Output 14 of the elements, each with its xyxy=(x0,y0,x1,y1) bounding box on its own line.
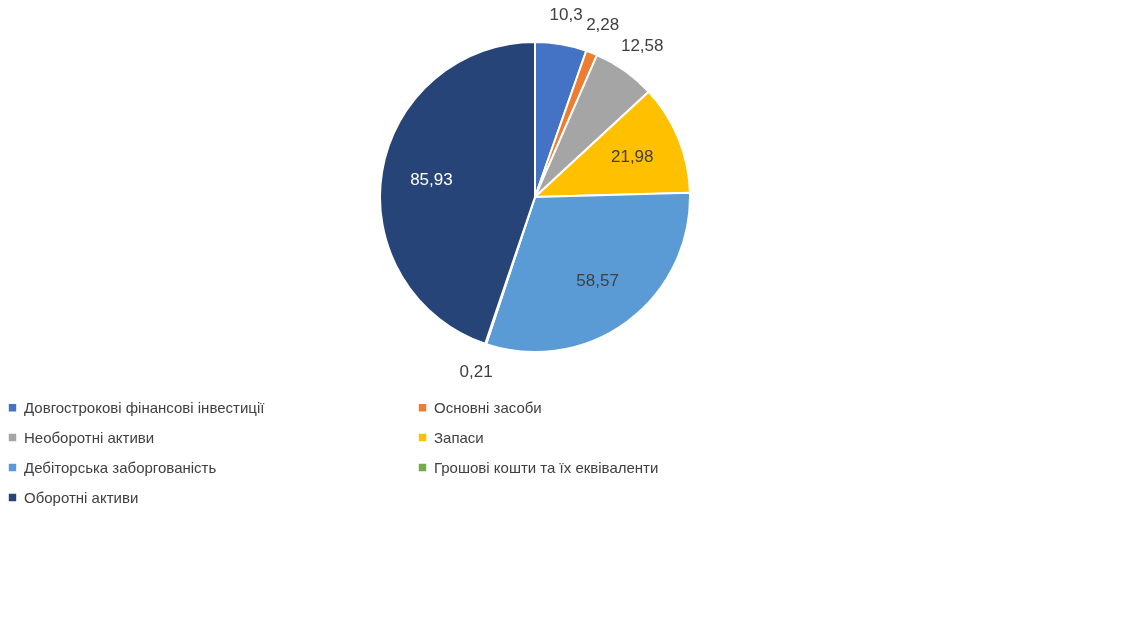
legend-label: Основні засоби xyxy=(434,398,542,416)
legend-label: Довгострокові фінансові інвестиції xyxy=(24,398,266,416)
data-label: 0,21 xyxy=(459,362,493,382)
data-label: 58,57 xyxy=(576,271,619,291)
data-label: 21,98 xyxy=(610,147,654,167)
data-label: 85,93 xyxy=(410,169,453,189)
legend-label: Грошові кошти та їх еквіваленти xyxy=(434,458,659,476)
data-label: 2,28 xyxy=(586,14,620,34)
data-label: 10,3 xyxy=(549,4,583,24)
legend-label: Дебіторська заборгованість xyxy=(24,458,217,476)
legend-label: Оборотні активи xyxy=(24,488,139,506)
legend-label: Необоротні активи xyxy=(24,428,155,446)
legend-label: Запаси xyxy=(434,428,484,446)
data-label: 12,58 xyxy=(620,36,664,56)
